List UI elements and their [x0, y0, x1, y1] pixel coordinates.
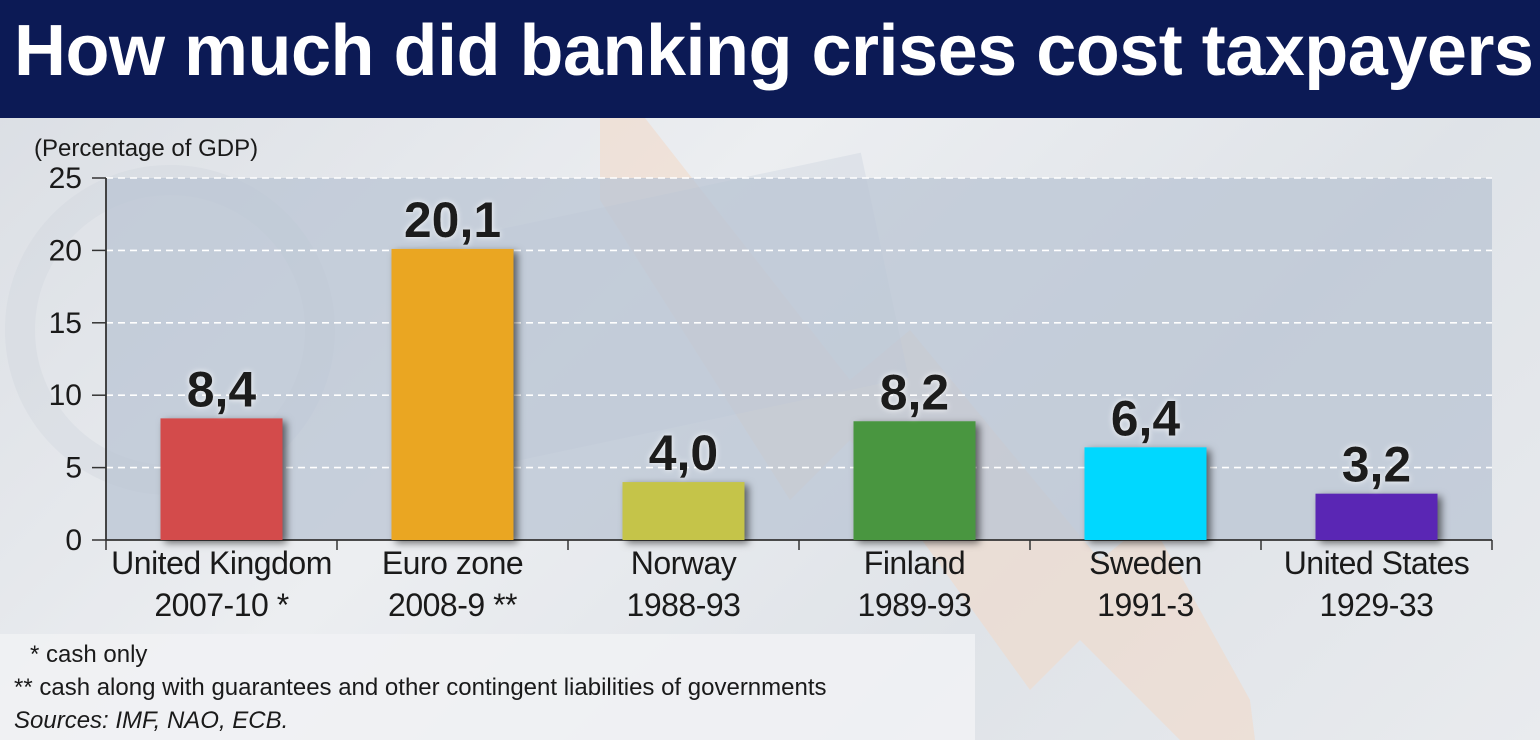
- y-tick-label: 25: [49, 162, 82, 195]
- x-tick-label: United States: [1284, 545, 1470, 581]
- x-tick-label: United Kingdom: [111, 545, 332, 581]
- bar-chart: (Percentage of GDP) 0 5 10 15 20 25 8,4 20,1 4,…: [34, 135, 1493, 623]
- y-tick-label: 0: [65, 524, 82, 557]
- footnotes-panel: [0, 634, 975, 740]
- y-tick-label: 15: [49, 307, 82, 340]
- y-axis-label: (Percentage of GDP): [34, 135, 258, 162]
- x-tick-sublabel: 2007-10 *: [154, 587, 288, 623]
- title-bar: How much did banking crises cost taxpaye…: [0, 0, 1540, 118]
- x-tick-label: Finland: [864, 545, 965, 581]
- data-label: 4,0: [649, 425, 719, 481]
- data-label: 6,4: [1111, 390, 1181, 446]
- data-label: 20,1: [404, 192, 501, 248]
- data-label: 8,4: [187, 361, 257, 417]
- x-tick-sublabel: 1929-33: [1320, 587, 1434, 623]
- x-tick-label: Euro zone: [382, 545, 523, 581]
- y-tick-label: 5: [65, 452, 82, 485]
- x-tick-sublabel: 2008-9 **: [388, 587, 517, 623]
- x-tick-label: Sweden: [1089, 545, 1202, 581]
- y-tick-label: 20: [49, 234, 82, 267]
- bar: [391, 248, 514, 540]
- x-tick-label: Norway: [631, 545, 737, 581]
- bar: [1084, 447, 1207, 540]
- sources-note: Sources: IMF, NAO, ECB.: [14, 707, 289, 734]
- data-label: 8,2: [880, 364, 950, 420]
- plot-area: [106, 178, 1492, 540]
- x-tick-sublabel: 1988-93: [627, 587, 741, 623]
- x-tick-sublabel: 1991-3: [1097, 587, 1194, 623]
- y-tick-label: 10: [49, 379, 82, 412]
- chart-title: How much did banking crises cost taxpaye…: [14, 11, 1534, 91]
- x-tick-sublabel: 1989-93: [858, 587, 972, 623]
- bar: [1315, 493, 1438, 540]
- bar: [853, 421, 976, 540]
- bar: [160, 418, 283, 540]
- bar: [622, 482, 745, 540]
- data-label: 3,2: [1342, 437, 1412, 493]
- footnote-guarantees: ** cash along with guarantees and other …: [14, 674, 827, 701]
- footnote-cash-only: * cash only: [30, 641, 148, 668]
